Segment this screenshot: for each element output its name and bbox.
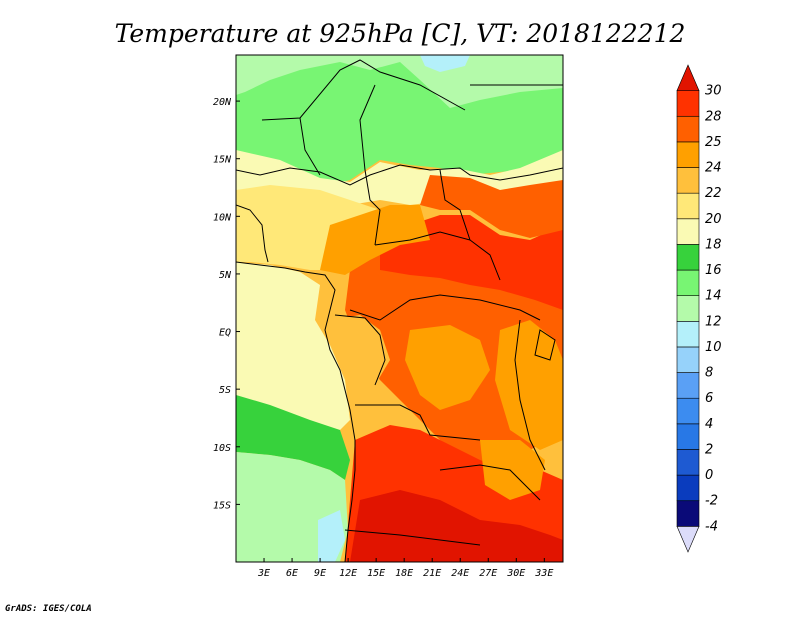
colorbar-swatch xyxy=(676,115,700,143)
colorbar-swatch xyxy=(676,244,700,271)
colorbar-label: -2 xyxy=(705,494,718,509)
colorbar-label: 4 xyxy=(705,417,713,432)
map-borders xyxy=(236,59,563,562)
colorbar-label: 20 xyxy=(705,212,722,227)
colorbar-label: 25 xyxy=(705,135,722,150)
colorbar-label: 18 xyxy=(705,237,722,252)
colorbar-label: 16 xyxy=(705,263,722,278)
colorbar-label: 2 xyxy=(705,442,713,457)
colorbar-label: 0 xyxy=(705,468,713,483)
colorbar-swatch xyxy=(676,321,700,348)
y-axis: 20N 15N 10N 5N EQ 5S 10S 15S xyxy=(213,97,240,511)
x-tick-label: 3E xyxy=(257,568,270,579)
border-east-lakes xyxy=(514,319,546,471)
colorbar-swatch xyxy=(676,346,700,373)
colorbar-swatch xyxy=(676,269,700,296)
colorbar-label: -4 xyxy=(705,519,718,534)
y-tick-label: 10N xyxy=(213,212,232,223)
temperature-field xyxy=(236,55,563,562)
coastline-west-africa xyxy=(236,261,356,562)
colorbar-label: 22 xyxy=(705,186,722,201)
colorbar-label: 12 xyxy=(705,314,722,329)
field-region-gulf-of-guinea-ocean xyxy=(236,262,350,430)
colorbar-label: 28 xyxy=(705,109,722,124)
map-frame xyxy=(235,54,564,563)
field-region-angola-core xyxy=(350,490,563,562)
border-drc-north xyxy=(349,294,541,321)
y-tick-label: 10S xyxy=(213,443,231,454)
x-tick-label: 27E xyxy=(479,568,497,579)
border-car xyxy=(374,231,471,246)
colorbar-swatch xyxy=(676,167,700,194)
colorbar-label: 6 xyxy=(705,391,713,406)
field-region-zambia-cool xyxy=(480,440,545,500)
y-tick-label: 15S xyxy=(213,500,231,511)
y-tick-label: EQ xyxy=(219,328,231,339)
border-chad xyxy=(359,84,381,246)
colorbar-swatch xyxy=(676,423,700,450)
colorbar-swatch xyxy=(676,192,700,220)
x-tick-label: 30E xyxy=(506,568,525,579)
colorbar-swatch xyxy=(676,526,700,553)
border-sudan xyxy=(439,169,501,281)
colorbar-swatch xyxy=(676,372,700,399)
colorbar-label: 10 xyxy=(705,340,722,355)
border-drc-angola xyxy=(355,404,481,441)
colorbar-swatch xyxy=(676,295,700,322)
field-region-sahara-light xyxy=(236,55,563,108)
y-tick-label: 20N xyxy=(213,97,232,108)
border-gabon xyxy=(334,314,386,386)
colorbar-label: 24 xyxy=(705,161,722,176)
colorbar-swatch xyxy=(676,500,700,527)
colorbar-swatch xyxy=(676,449,700,476)
colorbar-swatch xyxy=(676,397,700,425)
x-tick-label: 9E xyxy=(314,568,326,579)
border-zambia xyxy=(439,464,541,501)
colorbar-swatch xyxy=(676,90,700,117)
x-tick-label: 15E xyxy=(367,568,385,579)
x-tick-label: 6E xyxy=(286,568,298,579)
border-lake-victoria xyxy=(534,329,556,361)
chart-title: Temperature at 925hPa [C], VT: 201812221… xyxy=(115,19,686,48)
border-sahel xyxy=(236,164,563,186)
colorbar-swatch xyxy=(676,218,700,245)
y-tick-label: 5N xyxy=(219,270,232,281)
border-west-coast xyxy=(236,204,269,263)
colorbar-swatch xyxy=(676,474,700,502)
field-region-nigeria-cameroon xyxy=(320,205,430,275)
x-axis: 3E 6E 9E 12E 15E 18E 21E 24E 27E 30E 33E xyxy=(257,558,553,579)
field-region-south-atlantic-ocean xyxy=(236,395,350,480)
border-mali-niger xyxy=(299,117,321,176)
field-region-drc-interior xyxy=(405,325,490,410)
field-region-gabon-congo xyxy=(330,315,390,385)
colorbar-label: 14 xyxy=(705,289,722,304)
x-tick-label: 18E xyxy=(395,568,413,579)
field-region-east-hot xyxy=(420,175,563,238)
x-tick-label: 24E xyxy=(451,568,469,579)
field-region-sahara-cold-spot xyxy=(420,55,470,72)
colorbar-swatch xyxy=(676,141,700,168)
grads-credit: GrADS: IGES/COLA xyxy=(5,604,92,614)
field-region-coastal-cold xyxy=(318,510,345,562)
colorbar-label: 8 xyxy=(705,366,713,381)
x-tick-label: 12E xyxy=(339,568,357,579)
x-tick-label: 33E xyxy=(534,568,553,579)
colorbar-swatch xyxy=(676,64,700,91)
y-tick-label: 5S xyxy=(219,385,231,396)
colorbar-label: 30 xyxy=(705,84,722,99)
field-region-east-lakes xyxy=(495,320,563,450)
y-tick-label: 15N xyxy=(213,155,232,166)
border-angola-namibia xyxy=(344,529,481,546)
x-tick-label: 21E xyxy=(423,568,441,579)
